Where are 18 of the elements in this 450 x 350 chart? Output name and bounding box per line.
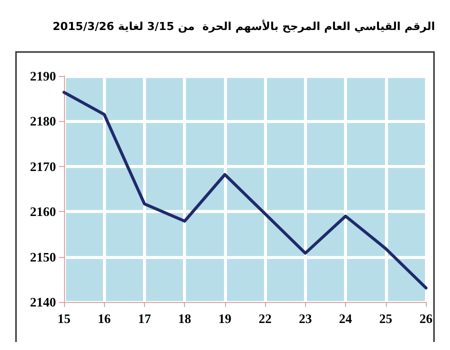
x-tick-label: 18 (178, 311, 192, 326)
y-tick-label: 2180 (30, 114, 56, 129)
x-tick-label: 15 (58, 311, 71, 326)
x-tick-label: 25 (379, 311, 393, 326)
x-tick-label: 17 (138, 311, 152, 326)
y-tick-label: 2160 (30, 204, 56, 220)
y-tick-label: 2150 (30, 249, 56, 264)
chart-title: الرقم القياسي العام المرجح بالأسهم الحرة من 3/15 لغاية 2015/3/26 (52, 19, 436, 33)
y-tick-label: 2190 (30, 68, 56, 84)
x-tick-label: 23 (298, 311, 312, 326)
x-tick-label: 22 (258, 311, 272, 326)
x-tick-label: 16 (98, 311, 112, 326)
x-tick-label: 19 (218, 311, 232, 326)
y-tick-label: 2140 (30, 294, 56, 310)
x-tick-label: 26 (420, 311, 433, 326)
y-tick-label: 2170 (30, 158, 56, 174)
x-tick-label: 24 (339, 311, 353, 326)
line-series (62, 90, 428, 290)
